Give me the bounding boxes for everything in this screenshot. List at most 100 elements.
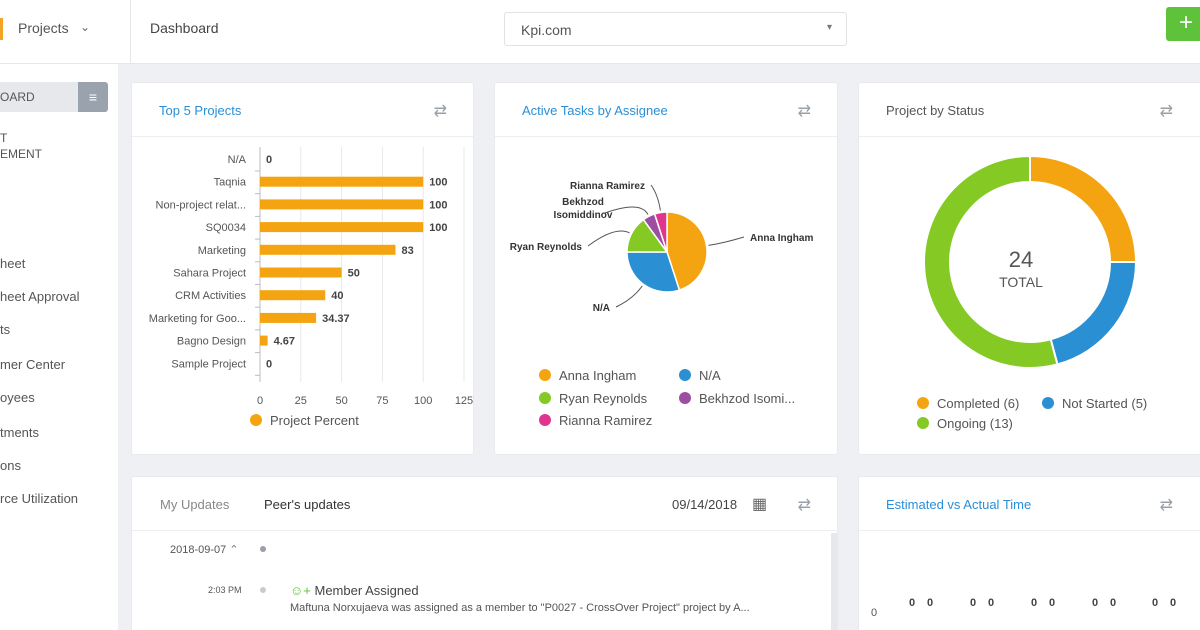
callout-line [587,230,630,247]
bar [260,176,424,187]
entry-text: Maftuna Norxujaeva was assigned as a mem… [290,602,750,614]
donut-total-label: TOTAL [999,274,1043,290]
card-title: Active Tasks by Assignee [522,103,668,118]
pie-slice [626,251,681,293]
sidebar-section-heading: T EMENT [0,131,42,161]
timeline-dot [260,546,266,552]
x-tick-label: 100 [414,395,432,407]
refresh-icon[interactable]: ⇄ [797,103,811,120]
category-label: Sample Project [171,358,246,370]
card-title: Project by Status [886,103,985,118]
legend-item: Completed (6) [917,396,1019,411]
refresh-icon[interactable]: ⇄ [797,497,811,514]
tab-peer-updates[interactable]: Peer's updates [264,497,351,512]
category-label: Marketing for Goo... [149,313,246,325]
bar-value-label: 100 [429,177,447,189]
callout-line [708,236,745,246]
project-selector[interactable]: Projects ⌄ [0,0,131,64]
legend-item: N/A [679,368,721,383]
bar [260,244,396,255]
project-selector-label: Projects [18,20,69,36]
sidebar-item[interactable]: heet Approval [0,289,80,304]
slice-label: N/A [593,303,610,314]
category-label: Non-project relat... [156,199,246,211]
donut-segment [1049,261,1138,366]
x-tick-label: 25 [295,395,307,407]
x-tick-label: 50 [335,395,347,407]
tune-icon[interactable]: ≡ [78,82,108,112]
date-field[interactable]: 09/14/2018 [672,497,738,512]
chevron-down-icon: ⌄ [80,20,91,34]
sidebar-item[interactable]: ons [0,458,21,473]
legend-item: Ryan Reynolds [539,391,647,406]
refresh-icon[interactable]: ⇄ [1159,497,1173,514]
sidebar-dashboard-label: OARD [0,90,35,104]
scrollbar[interactable] [831,533,837,630]
category-label: Taqnia [214,177,247,189]
bar-value-label: 40 [331,290,343,302]
bar-value-label: 0 [1031,597,1038,609]
sidebar-item[interactable]: ts [0,322,11,337]
category-label: Bagno Design [177,336,246,348]
bar [260,290,326,301]
slice-label: Rianna Ramirez [570,181,645,192]
bar [260,312,317,323]
legend-swatch [250,414,262,426]
top5-projects-card: Top 5 Projects ⇄ 0 25 50 75 100 125 N/A 0 Taqnia… [131,82,474,455]
breadcrumb[interactable]: Dashboard [150,20,219,36]
sidebar-item[interactable]: oyees [0,390,35,405]
x-tick-label: 0 [257,395,263,407]
category-label: Marketing [198,245,246,257]
sidebar-item[interactable]: tments [0,425,40,440]
bar [260,222,424,233]
bar-value-label: 100 [429,222,447,234]
bar-value-label: 0 [1049,597,1056,609]
bar-value-label: 83 [401,245,413,257]
slice-label: Bekhzod Isomiddinov [554,197,613,221]
chart-legend: Project Percent [250,413,359,428]
category-label: N/A [228,154,247,166]
bar-value-label: 0 [970,597,977,609]
donut-chart [923,154,1138,369]
pie-slice [666,211,708,291]
legend-item: Bekhzod Isomi... [679,391,795,406]
card-title: Top 5 Projects [159,103,242,118]
bar-value-label: 0 [927,597,934,609]
refresh-icon[interactable]: ⇄ [433,103,447,120]
category-label: SQ0034 [206,222,246,234]
bar-value-label: 0 [1110,597,1117,609]
bar-value-label: 0 [266,154,272,166]
updates-card: My Updates Peer's updates 09/14/2018 ▦ ⇄… [131,476,838,630]
timeline-group-date[interactable]: 2018-09-07 ⌃ [170,544,239,556]
card-title: Estimated vs Actual Time [886,497,1032,512]
bar-value-label: 0 [1092,597,1099,609]
donut-total-value: 24 [1008,247,1034,272]
x-tick-label: 75 [376,395,388,407]
bar-value-label: 0 [1170,597,1177,609]
refresh-icon[interactable]: ⇄ [1159,103,1173,120]
add-button[interactable]: + [1166,7,1200,41]
legend-item: Rianna Ramirez [539,413,652,428]
legend-item: Ongoing (13) [917,416,1013,431]
sidebar-dashboard-item[interactable]: OARD [0,82,78,112]
brand-accent [0,18,3,40]
category-label: Sahara Project [173,268,246,280]
bar-value-label: 34.37 [322,313,350,325]
entry-time: 2:03 PM [208,585,242,595]
sidebar-item[interactable]: rce Utilization [0,491,79,506]
calendar-icon[interactable]: ▦ [752,496,768,513]
bar [260,267,342,278]
legend-label: Project Percent [270,413,359,428]
sidebar-item[interactable]: heet [0,256,26,271]
sidebar-item[interactable]: mer Center [0,357,66,372]
donut-segment [923,154,1059,369]
callout-line [615,285,643,308]
bar-value-label: 0 [909,597,916,609]
tab-my-updates[interactable]: My Updates [160,497,230,512]
bar-value-label: 0 [1152,597,1159,609]
sidebar: OARD ≡ T EMENT heet heet Approval ts mer… [0,64,118,630]
category-label: CRM Activities [175,290,246,302]
site-select[interactable]: Kpi.com ▾ [504,12,847,46]
callout-line [650,184,661,211]
bar-value-label: 0 [266,358,272,370]
